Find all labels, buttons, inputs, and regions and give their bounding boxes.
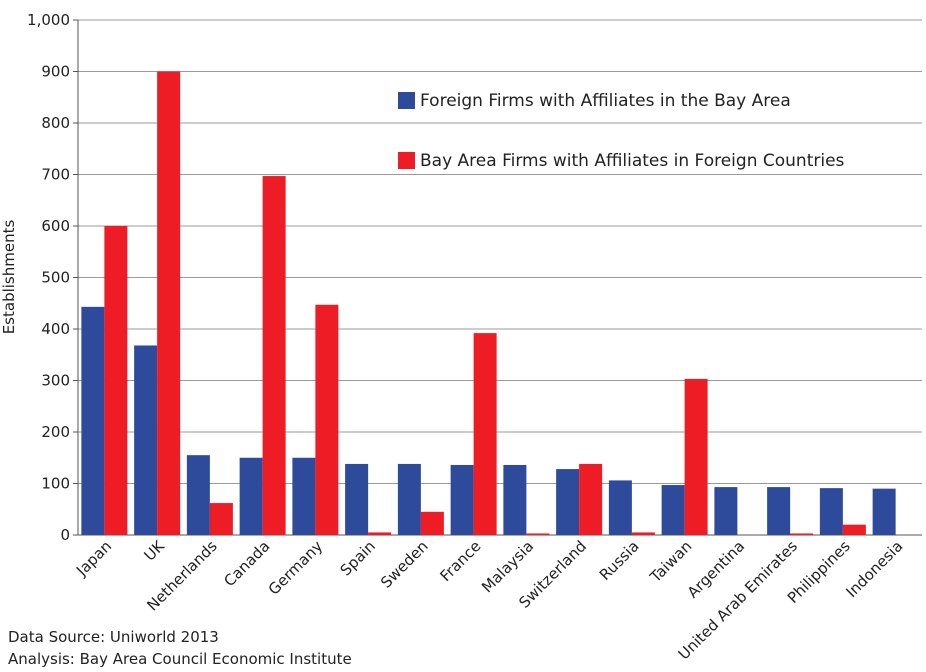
bar <box>526 533 550 535</box>
x-tick-label: Germany <box>265 537 327 599</box>
bar <box>262 176 286 536</box>
bar <box>714 487 738 535</box>
bar <box>872 488 896 535</box>
bar <box>842 524 866 535</box>
bar <box>790 533 814 535</box>
x-tick-label: Taiwan <box>646 537 696 587</box>
x-tick-label: Russia <box>596 537 643 584</box>
bar <box>819 488 843 535</box>
x-tick-label: Japan <box>72 537 115 580</box>
bar <box>579 463 603 535</box>
bar <box>661 485 685 535</box>
bar <box>186 455 210 535</box>
x-tick-label: Spain <box>337 537 379 579</box>
y-tick-label: 200 <box>41 423 70 441</box>
legend-label: Foreign Firms with Affiliates in the Bay… <box>420 91 791 111</box>
legend-label: Bay Area Firms with Affiliates in Foreig… <box>420 151 845 171</box>
bar <box>397 463 421 535</box>
y-tick-label: 0 <box>60 526 70 544</box>
x-tick-label: Sweden <box>377 537 432 592</box>
bar <box>292 457 316 535</box>
bar <box>503 464 527 535</box>
y-tick-label: 300 <box>41 372 70 390</box>
bar <box>134 345 158 535</box>
bar <box>420 511 444 535</box>
y-tick-label: 500 <box>41 269 70 287</box>
bar <box>473 333 497 535</box>
x-tick-label: Canada <box>220 537 273 590</box>
bar <box>157 71 181 535</box>
note: Data Source: Uniworld 2013 <box>8 628 219 646</box>
note: Analysis: Bay Area Council Economic Inst… <box>8 650 352 668</box>
bar <box>345 463 369 535</box>
bar <box>767 487 791 535</box>
bar <box>209 503 233 535</box>
bar <box>556 469 580 535</box>
y-tick-label: 800 <box>41 114 70 132</box>
y-tick-label: 100 <box>41 475 70 493</box>
y-tick-label: 600 <box>41 217 70 235</box>
legend-swatch <box>398 152 415 169</box>
legend-swatch <box>398 92 415 109</box>
bar <box>315 304 339 535</box>
bar <box>608 480 632 535</box>
bar <box>368 532 392 535</box>
y-tick-label: 700 <box>41 166 70 184</box>
bar <box>104 226 128 535</box>
bar <box>450 464 474 535</box>
y-axis-label: Establishments <box>0 220 18 335</box>
bar <box>631 532 655 535</box>
x-tick-label: Indonesia <box>842 537 906 601</box>
y-tick-label: 900 <box>41 63 70 81</box>
bar <box>684 378 708 535</box>
x-tick-label: UK <box>140 536 168 564</box>
bar <box>239 457 263 535</box>
x-tick-label: France <box>436 537 484 585</box>
y-tick-label: 400 <box>41 320 70 338</box>
bar <box>81 306 105 535</box>
y-tick-label: 1,000 <box>27 11 70 29</box>
